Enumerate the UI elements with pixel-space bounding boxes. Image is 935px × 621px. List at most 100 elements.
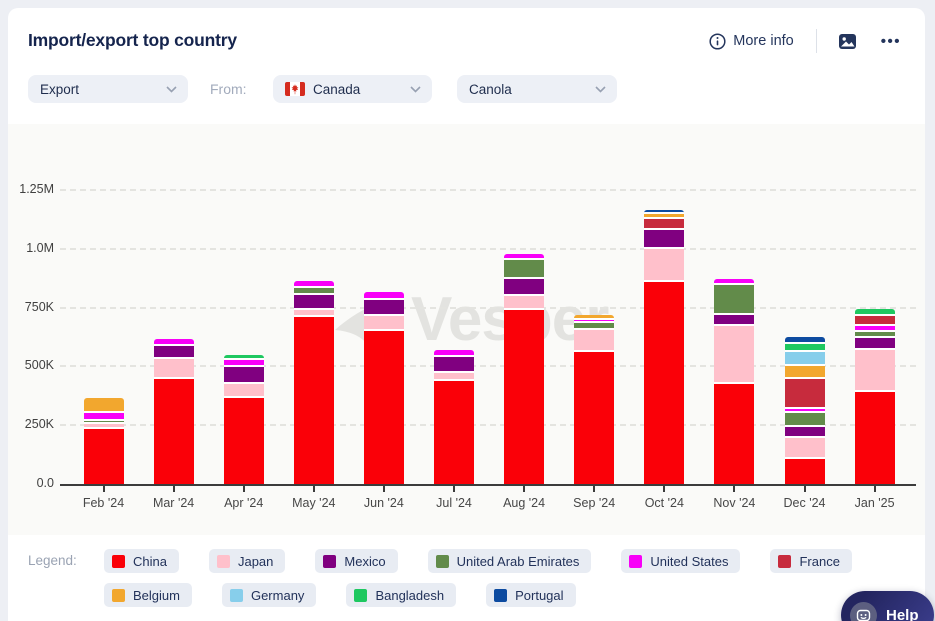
country-dropdown[interactable]: Canada: [273, 75, 432, 103]
segment-mexico[interactable]: [644, 229, 685, 249]
segment-portugal[interactable]: [784, 337, 825, 344]
segment-mexico[interactable]: [153, 345, 194, 360]
segment-united-states[interactable]: [363, 292, 404, 300]
segment-mexico[interactable]: [434, 356, 474, 373]
segment-china[interactable]: [644, 282, 685, 484]
segment-japan[interactable]: [714, 325, 755, 384]
segment-france[interactable]: [854, 315, 895, 326]
bar-jan-25: [854, 309, 895, 484]
commodity-dropdown[interactable]: Canola: [457, 75, 617, 103]
segment-united-states[interactable]: [504, 254, 545, 261]
legend-item-china[interactable]: China: [104, 549, 179, 573]
segment-united-states[interactable]: [434, 350, 474, 357]
segment-japan[interactable]: [434, 372, 474, 381]
legend-item-label: Portugal: [515, 587, 564, 603]
segment-japan[interactable]: [83, 424, 124, 429]
segment-belgium[interactable]: [644, 214, 685, 220]
segment-japan[interactable]: [644, 248, 685, 283]
segment-united-states[interactable]: [293, 280, 334, 288]
legend-item-belgium[interactable]: Belgium: [104, 583, 192, 607]
segment-china[interactable]: [83, 428, 124, 484]
legend-row: China Japan Mexico United Arab Emirates Unit…: [104, 549, 852, 573]
image-icon: [838, 33, 857, 50]
legend-item-japan[interactable]: Japan: [208, 549, 286, 573]
segment-china[interactable]: [153, 379, 194, 484]
segment-united-states[interactable]: [153, 339, 194, 346]
segment-united-arab-emirates[interactable]: [83, 420, 124, 425]
segment-bangladesh[interactable]: [854, 309, 895, 316]
segment-china[interactable]: [714, 383, 755, 484]
segment-mexico[interactable]: [784, 426, 825, 439]
segment-bangladesh[interactable]: [223, 354, 264, 361]
more-info-button[interactable]: More info: [709, 32, 794, 50]
segment-mexico[interactable]: [223, 367, 264, 385]
segment-mexico[interactable]: [293, 294, 334, 311]
segment-france[interactable]: [644, 219, 685, 230]
y-axis-label: 750K: [24, 299, 54, 314]
legend-item-bangladesh[interactable]: Bangladesh: [346, 583, 457, 607]
segment-united-states[interactable]: [714, 278, 755, 285]
segment-germany[interactable]: [784, 352, 825, 366]
segment-belgium[interactable]: [83, 398, 124, 413]
segment-mexico[interactable]: [714, 314, 755, 326]
segment-china[interactable]: [784, 459, 825, 484]
x-axis-line: [60, 484, 916, 486]
segment-united-states[interactable]: [854, 325, 895, 333]
segment-japan[interactable]: [854, 349, 895, 392]
segment-china[interactable]: [504, 309, 545, 484]
trade-type-dropdown[interactable]: Export: [28, 75, 188, 103]
x-axis-label-sep-24: Sep '24: [573, 496, 616, 510]
segment-belgium[interactable]: [784, 365, 825, 380]
bar-aug-24: [504, 254, 545, 484]
segment-united-arab-emirates[interactable]: [784, 413, 825, 427]
bar-jun-24: [363, 292, 404, 484]
segment-mexico[interactable]: [854, 337, 895, 350]
segment-japan[interactable]: [574, 329, 615, 352]
legend-item-united-states[interactable]: United States: [621, 549, 741, 573]
segment-united-states[interactable]: [574, 320, 615, 324]
gridline-250K: [60, 424, 916, 427]
segment-japan[interactable]: [293, 310, 334, 318]
segment-japan[interactable]: [153, 359, 194, 380]
legend-item-portugal[interactable]: Portugal: [486, 583, 576, 607]
segment-united-states[interactable]: [83, 412, 124, 421]
segment-united-arab-emirates[interactable]: [714, 284, 755, 315]
legend-swatch-belgium: [112, 588, 125, 602]
legend-item-united-arab-emirates[interactable]: United Arab Emirates: [427, 549, 592, 573]
segment-france[interactable]: [784, 379, 825, 409]
segment-china[interactable]: [854, 391, 895, 484]
segment-china[interactable]: [223, 398, 264, 484]
gridline-500K: [60, 365, 916, 368]
segment-united-arab-emirates[interactable]: [854, 332, 895, 338]
segment-china[interactable]: [363, 330, 404, 484]
segment-mexico[interactable]: [363, 299, 404, 317]
legend-item-mexico[interactable]: Mexico: [315, 549, 398, 573]
segment-china[interactable]: [574, 351, 615, 484]
chevron-down-icon: [595, 85, 606, 93]
export-image-button[interactable]: [837, 30, 859, 52]
segment-portugal[interactable]: [644, 209, 685, 215]
segment-china[interactable]: [293, 317, 334, 484]
bar-oct-24: [644, 209, 685, 484]
segment-china[interactable]: [434, 380, 474, 484]
segment-mexico[interactable]: [504, 278, 545, 296]
segment-united-arab-emirates[interactable]: [504, 260, 545, 279]
legend-item-germany[interactable]: Germany: [221, 583, 317, 607]
menu-button[interactable]: •••: [880, 32, 901, 50]
segment-japan[interactable]: [504, 295, 545, 310]
segment-japan[interactable]: [784, 438, 825, 460]
x-axis-tick: [733, 484, 736, 492]
segment-bangladesh[interactable]: [784, 343, 825, 353]
legend-item-france[interactable]: France: [770, 549, 852, 573]
legend-swatch-united-states: [629, 554, 643, 568]
x-axis-label-nov-24: Nov '24: [713, 496, 756, 510]
segment-united-arab-emirates[interactable]: [293, 287, 334, 295]
segment-japan[interactable]: [363, 316, 404, 331]
segment-united-states[interactable]: [223, 360, 264, 368]
help-button[interactable]: Help: [841, 591, 934, 621]
segment-japan[interactable]: [223, 384, 264, 399]
segment-united-states[interactable]: [784, 408, 825, 414]
segment-united-arab-emirates[interactable]: [574, 323, 615, 330]
segment-belgium[interactable]: [574, 315, 615, 321]
